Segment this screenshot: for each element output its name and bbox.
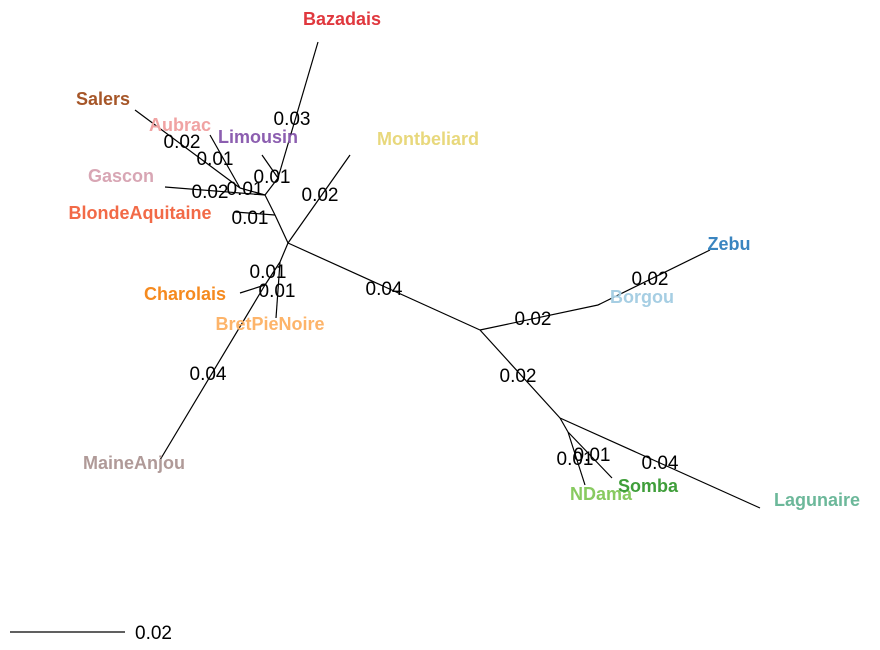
- leaf-label: Borgou: [610, 287, 674, 307]
- leaf-label: Charolais: [144, 284, 226, 304]
- leaf-label: NDama: [570, 484, 633, 504]
- branch: [264, 194, 276, 216]
- leaf-label: MaineAnjou: [83, 453, 185, 473]
- branch: [287, 242, 481, 331]
- branch: [279, 242, 289, 263]
- branch-length: 0.02: [500, 366, 537, 387]
- branch: [479, 304, 599, 331]
- branch: [274, 214, 289, 244]
- branch: [567, 431, 586, 486]
- leaf-label: Salers: [76, 89, 130, 109]
- leaf-label: BlondeAquitaine: [69, 203, 212, 223]
- branch-length: 0.01: [574, 445, 611, 466]
- leaf-label: Somba: [618, 476, 679, 496]
- branch-length: 0.01: [259, 281, 296, 302]
- leaf-label: Bazadais: [303, 9, 381, 29]
- branch-length: 0.01: [197, 149, 234, 170]
- branch: [239, 284, 266, 294]
- branch: [209, 134, 241, 189]
- leaf-label: Aubrac: [149, 115, 211, 135]
- branch: [264, 177, 279, 196]
- branch-length: 0.02: [515, 309, 552, 330]
- branch-length: 0.03: [274, 109, 311, 130]
- branch: [597, 249, 711, 306]
- branch: [275, 261, 281, 319]
- branch: [134, 109, 241, 189]
- branch-length: 0.01: [254, 167, 291, 188]
- branch-length: 0.01: [250, 262, 287, 283]
- leaf-label: Zebu: [708, 234, 751, 254]
- branch: [479, 329, 561, 419]
- branch: [559, 417, 569, 433]
- branch: [261, 154, 279, 179]
- branch-length: 0.02: [632, 269, 669, 290]
- branch-length: 0.04: [366, 279, 403, 300]
- branch-length: 0.02: [192, 182, 229, 203]
- branch-length: 0.01: [557, 449, 594, 470]
- branch-length: 0.02: [302, 185, 339, 206]
- branch: [567, 431, 613, 479]
- branch-length: 0.04: [190, 364, 227, 385]
- branch: [164, 186, 266, 196]
- leaf-label: Gascon: [88, 166, 154, 186]
- branch-length: 0.02: [164, 132, 201, 153]
- branch: [597, 303, 601, 306]
- branch: [159, 284, 266, 461]
- branch: [239, 187, 266, 196]
- leaf-label: Lagunaire: [774, 490, 860, 510]
- branch: [559, 417, 761, 509]
- branch: [234, 211, 276, 216]
- branch: [277, 41, 319, 179]
- leaf-label: BretPieNoire: [215, 314, 324, 334]
- leaf-label: Limousin: [218, 127, 298, 147]
- branch: [264, 261, 281, 286]
- branch-length: 0.01: [227, 179, 264, 200]
- branch-length: 0.01: [232, 208, 269, 229]
- branch: [287, 154, 351, 244]
- scale-label: 0.02: [135, 623, 172, 644]
- leaf-label: Montbeliard: [377, 129, 479, 149]
- branch-length: 0.04: [642, 453, 679, 474]
